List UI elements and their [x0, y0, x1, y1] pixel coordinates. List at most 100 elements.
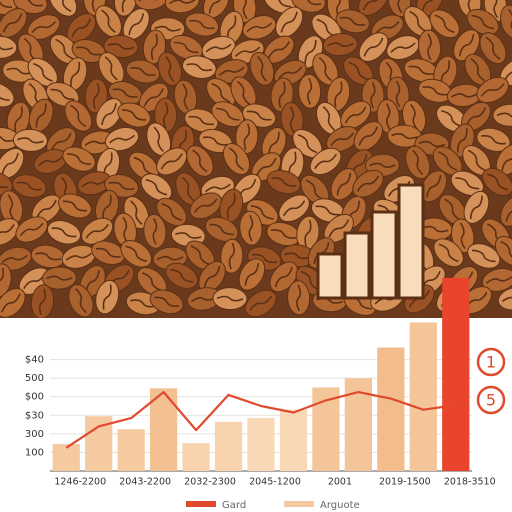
bean-crease — [165, 56, 175, 82]
coffee-bean — [134, 0, 170, 11]
bean-crease — [485, 276, 512, 284]
bean-crease — [467, 149, 486, 171]
bar — [52, 444, 80, 471]
coffee-bean — [64, 100, 93, 132]
coffee-bean — [68, 284, 94, 318]
coffee-bean — [433, 238, 464, 268]
coffee-bean — [235, 119, 259, 155]
coffee-bean — [98, 52, 125, 85]
bean-crease — [465, 107, 487, 126]
coffee-bean — [330, 167, 358, 201]
bean-crease — [170, 268, 194, 283]
coffee-bean — [41, 266, 77, 290]
coffee-bean — [154, 97, 178, 133]
bean-crease — [175, 232, 202, 239]
legend-label: Gard — [222, 500, 246, 511]
coffee-bean — [238, 258, 266, 291]
coffee-bean — [309, 147, 342, 176]
coffee-bean — [0, 147, 25, 180]
bean-crease — [0, 135, 16, 142]
coffee-bean — [212, 287, 248, 311]
bean-crease — [152, 217, 158, 245]
bean-crease — [102, 194, 112, 220]
bean-crease — [55, 38, 74, 60]
bean-crease — [330, 132, 355, 146]
bean-crease — [246, 110, 272, 121]
coffee-bean — [0, 7, 28, 38]
bean-crease — [471, 14, 495, 30]
coffee-bean — [184, 12, 220, 37]
coffee-bean — [48, 0, 78, 17]
bean-crease — [278, 66, 303, 80]
bean-crease — [410, 103, 419, 131]
annotation-text: 1 — [486, 353, 496, 372]
bean-crease — [480, 134, 507, 145]
bean-crease — [0, 178, 9, 189]
coffee-bean — [204, 216, 239, 242]
bean-crease — [437, 151, 458, 171]
bean-crease — [95, 247, 121, 258]
bean-crease — [85, 223, 109, 239]
bean-crease — [427, 33, 432, 61]
bean-crease — [2, 13, 23, 33]
bean-crease — [70, 61, 81, 87]
bean-crease — [369, 162, 396, 168]
coffee-bean — [479, 32, 507, 65]
coffee-bean — [418, 78, 453, 103]
bean-crease — [297, 133, 318, 154]
bean-crease — [205, 43, 232, 53]
bean-crease — [267, 0, 292, 8]
coffee-bean — [222, 143, 251, 175]
coffee-bean — [12, 174, 47, 199]
coffee-bean — [322, 33, 358, 57]
bean-crease — [101, 9, 116, 33]
icon-bar — [316, 252, 344, 300]
coffee-bean — [95, 98, 123, 131]
bean-crease — [0, 0, 13, 8]
coffee-bean — [353, 121, 384, 152]
coffee-bean — [0, 190, 24, 225]
bean-crease — [204, 183, 231, 193]
bean-crease — [507, 8, 512, 35]
coffee-bean — [429, 9, 460, 39]
bean-crease — [234, 46, 261, 57]
bean-crease — [282, 200, 306, 217]
bean-crease — [412, 149, 424, 176]
coffee-bean — [261, 127, 287, 161]
bean-crease — [54, 0, 72, 13]
bean-crease — [334, 81, 343, 108]
coffee-bean — [326, 126, 359, 153]
bean-crease — [421, 0, 438, 13]
bean-crease — [440, 60, 450, 86]
bean-crease — [51, 227, 77, 238]
bean-crease — [426, 175, 442, 198]
bean-body — [387, 0, 412, 18]
bean-crease — [122, 109, 147, 121]
coffee-bean — [71, 38, 106, 64]
bean-crease — [6, 67, 33, 75]
annotation: 1 5 — [476, 347, 506, 415]
coffee-bean — [500, 195, 512, 227]
coffee-bean — [279, 244, 315, 268]
bean-crease — [208, 0, 224, 14]
bean-crease — [487, 173, 509, 191]
bean-crease — [218, 66, 245, 77]
coffee-bean — [140, 173, 173, 201]
coffee-bean — [269, 261, 299, 293]
bean-crease — [1, 254, 28, 263]
bean-crease — [17, 137, 44, 144]
coffee-bean — [198, 128, 233, 154]
coffee-bean — [136, 267, 168, 297]
bean-crease — [459, 222, 466, 249]
bean-crease — [316, 18, 337, 38]
bean-crease — [228, 242, 235, 270]
coffee-bean — [476, 127, 511, 152]
bean-crease — [363, 37, 384, 57]
bean-crease — [81, 178, 108, 188]
coffee-bean — [45, 81, 80, 108]
coffee-bean — [189, 192, 222, 220]
bean-crease — [480, 83, 505, 97]
bean-crease — [1, 293, 21, 313]
bean-crease — [328, 219, 350, 238]
bean-crease — [470, 58, 486, 82]
